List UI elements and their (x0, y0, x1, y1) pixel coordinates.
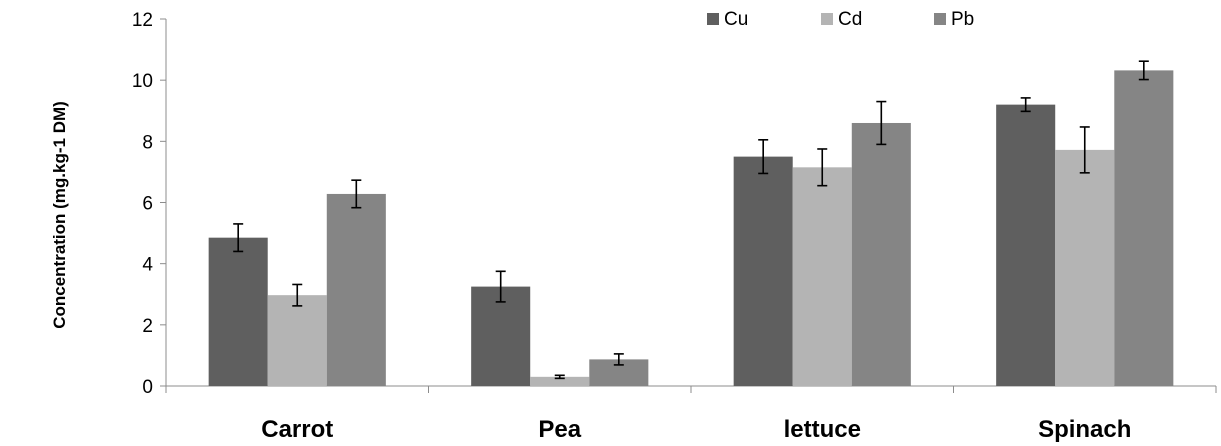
bar (1055, 149, 1115, 386)
y-tick-label: 2 (142, 316, 153, 337)
legend-label: Cu (724, 9, 748, 30)
bar (530, 376, 590, 386)
legend-swatch (821, 13, 833, 25)
y-tick-label: 10 (132, 71, 153, 92)
legend-label: Pb (951, 9, 974, 30)
x-category-label: lettuce (784, 416, 861, 443)
bar (851, 122, 911, 386)
bar (996, 104, 1056, 386)
x-axis: Carrot Pea lettuce Spinach (165, 385, 1217, 443)
legend-label: Cd (838, 9, 862, 30)
error-bars (233, 60, 1149, 380)
bar (792, 167, 852, 386)
legend-swatch (934, 13, 946, 25)
bars (208, 70, 1174, 386)
x-category-label: Carrot (261, 416, 333, 443)
x-category-label: Spinach (1038, 416, 1131, 443)
y-axis: 0 2 4 6 8 10 12 (132, 10, 167, 398)
y-tick-label: 0 (142, 377, 153, 398)
legend-swatch (707, 13, 719, 25)
y-tick-label: 12 (132, 10, 153, 31)
legend: Cu Cd Pb (707, 9, 974, 30)
bar (208, 237, 268, 386)
y-tick-label: 6 (142, 194, 153, 215)
bar (1114, 70, 1174, 386)
x-category-label: Pea (538, 416, 581, 443)
y-tick-label: 8 (142, 132, 153, 153)
y-axis-title: Concentration (mg.kg-1 DM) (50, 101, 69, 329)
y-tick-label: 4 (142, 255, 153, 276)
bar (471, 286, 531, 386)
bar (733, 156, 793, 386)
bar (267, 295, 327, 386)
bar (326, 193, 386, 386)
